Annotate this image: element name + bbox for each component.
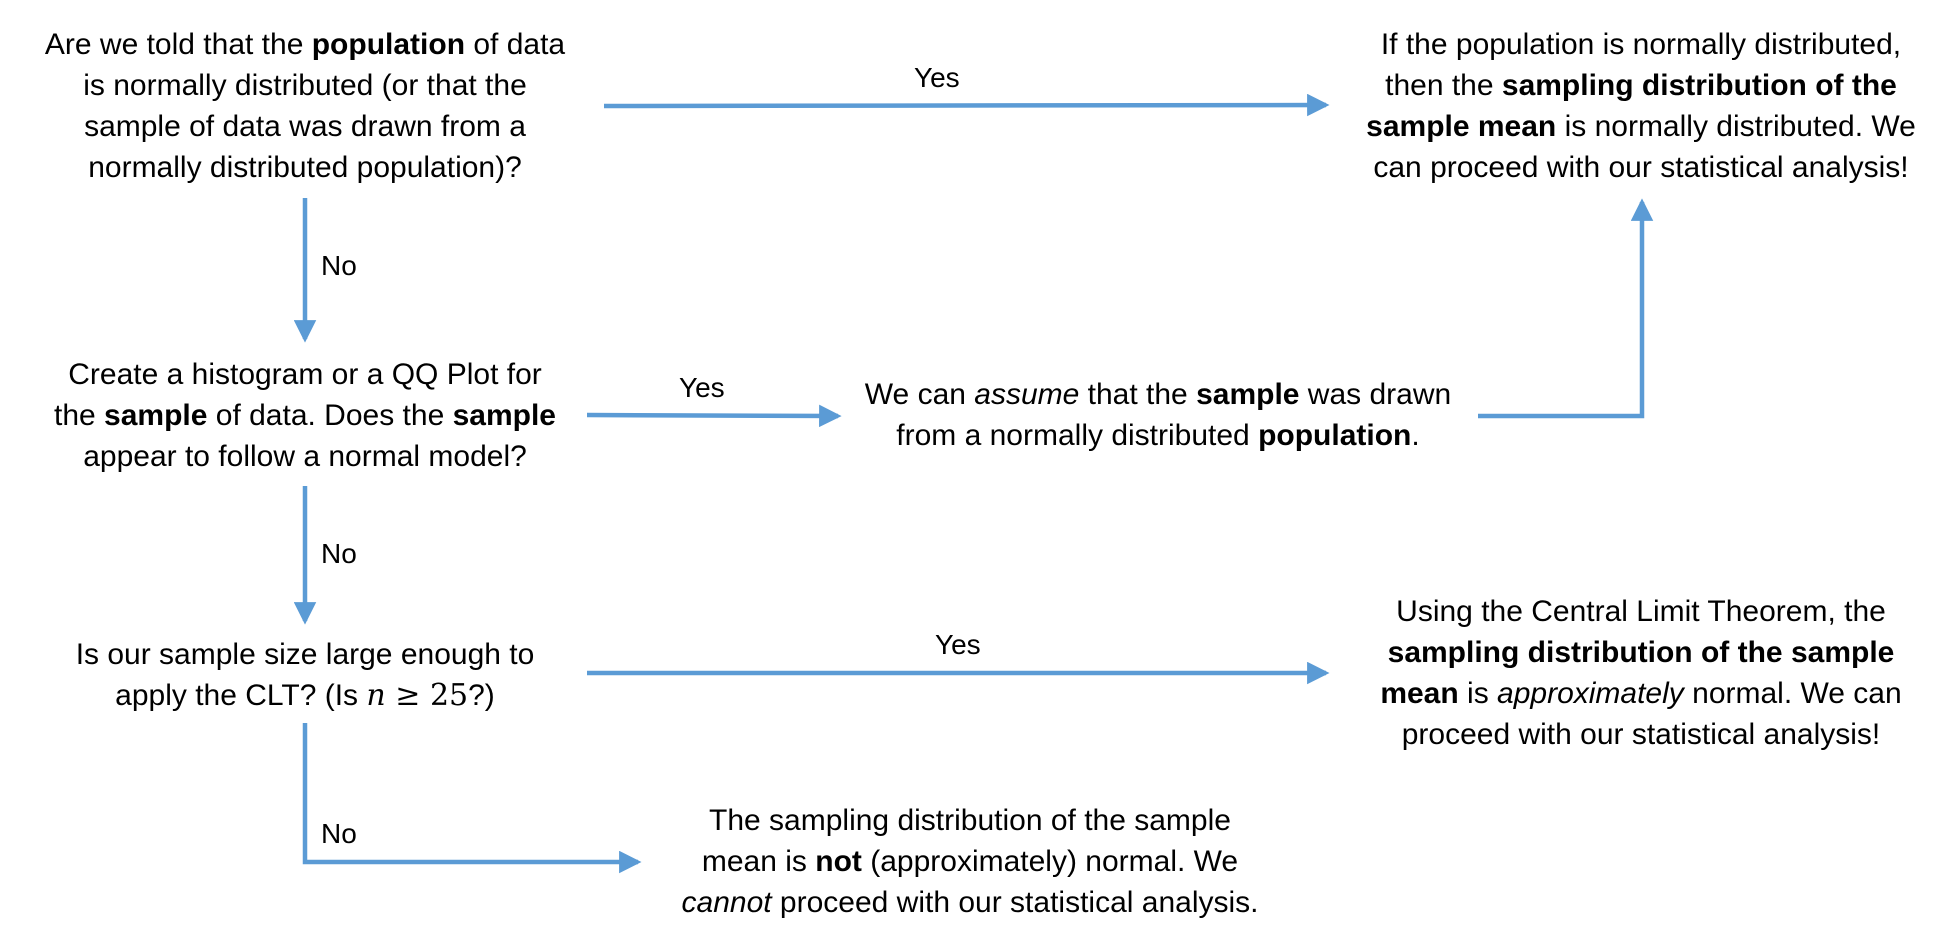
edge-label-no-2: No [321,538,357,569]
text-bold: sample mean [1366,110,1557,143]
text: is [1458,677,1498,710]
text: is normally distributed (or that the [83,69,527,102]
text: We can [864,378,975,411]
text-italic: approximately [1497,677,1684,710]
text: The sampling distribution of the sample [709,804,1231,837]
text-bold: sample [104,399,208,432]
edge-label-no-3: No [321,818,357,849]
node-histogram-question: Create a histogram or a QQ Plot for the … [35,354,575,477]
text: Are we told that the [44,28,312,61]
node-population-question: Are we told that the population of data … [25,24,585,188]
text: of data [465,28,566,61]
math-inequality: ≥ 25 [385,678,469,713]
arrow-assume-up [1478,198,1654,419]
text: Is our sample size large enough to [75,638,535,671]
text: from a normally distributed [896,419,1259,452]
node-assume-result: We can assume that the sample was drawn … [848,374,1468,456]
text: appear to follow a normal model? [83,440,527,473]
text-italic: assume [974,378,1080,411]
text-bold: sample [1196,378,1300,411]
arrow-yes-2 [586,404,842,428]
edge-label-no-1: No [321,250,357,281]
text-bold: sample [452,399,556,432]
text-italic: cannot [681,886,772,919]
text: sample of data was drawn from a [84,110,526,143]
text: apply the CLT? (Is [115,679,367,712]
text-bold: sampling distribution of the [1501,69,1897,102]
text: is normally distributed. We [1556,110,1916,143]
text: proceed with our statistical analysis! [1401,718,1881,751]
edge-label-yes-3: Yes [935,629,981,660]
arrow-yes-1 [603,93,1330,117]
text: was drawn [1299,378,1452,411]
text: mean is [701,845,816,878]
text: the [54,399,105,432]
text-bold: population [311,28,466,61]
text-bold: population [1258,419,1412,452]
text: then the [1385,69,1502,102]
text-bold: not [815,845,862,878]
text: of data. Does the [207,399,453,432]
text: (approximately) normal. We [861,845,1239,878]
text: Using the Central Limit Theorem, the [1396,595,1886,628]
text: normal. We can [1683,677,1902,710]
node-not-normal-result: The sampling distribution of the sample … [660,800,1280,923]
node-sampling-normal-result: If the population is normally distribute… [1341,24,1941,188]
text-bold: mean [1380,677,1459,710]
text: normally distributed population)? [88,151,522,184]
text: ?) [468,679,495,712]
text: that the [1079,378,1197,411]
text: . [1411,419,1420,452]
text: If the population is normally distribute… [1380,28,1902,61]
text-bold: sampling distribution of the sample [1387,636,1895,669]
text: Create a histogram or a QQ Plot for [68,358,542,391]
text: proceed with our statistical analysis. [771,886,1259,919]
text: can proceed with our statistical analysi… [1373,151,1909,184]
edge-label-yes-2: Yes [679,372,725,403]
node-clt-question: Is our sample size large enough to apply… [55,634,555,716]
node-clt-result: Using the Central Limit Theorem, the sam… [1351,591,1931,755]
math-variable-n: n [366,678,386,713]
edge-label-yes-1: Yes [914,62,960,93]
arrow-no-3 [302,723,642,874]
